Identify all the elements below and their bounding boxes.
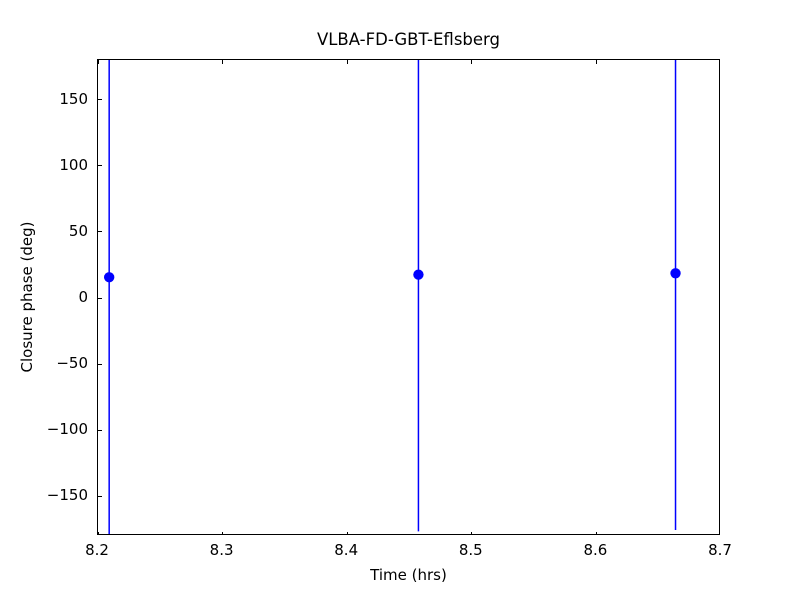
y-tick-mark bbox=[98, 99, 102, 101]
y-tick-label: 150 bbox=[59, 89, 88, 108]
plot-axes bbox=[97, 59, 720, 535]
y-tick-mark-right bbox=[719, 364, 720, 365]
x-tick-mark-top bbox=[98, 60, 99, 64]
x-tick-label: 8.3 bbox=[209, 541, 234, 559]
chart-title: VLBA-FD-GBT-Eflsberg bbox=[316, 30, 501, 49]
y-tick-label: 50 bbox=[68, 221, 88, 240]
x-tick-mark-top bbox=[471, 60, 473, 64]
y-tick-mark-right bbox=[719, 165, 720, 166]
x-axis-label: Time (hrs) bbox=[370, 566, 447, 584]
y-tick-mark bbox=[98, 165, 102, 167]
y-axis-label: Closure phase (deg) bbox=[18, 221, 36, 373]
data-point-marker bbox=[670, 268, 681, 279]
x-tick-label: 8.6 bbox=[583, 541, 608, 559]
x-tick-mark-top bbox=[222, 60, 224, 64]
y-tick-mark-right bbox=[719, 99, 720, 100]
x-tick-label: 8.4 bbox=[334, 541, 359, 559]
y-tick-label: 0 bbox=[78, 288, 88, 306]
x-tick-mark bbox=[98, 532, 99, 534]
x-tick-mark bbox=[595, 532, 597, 534]
y-tick-label: −50 bbox=[56, 354, 88, 373]
y-tick-mark-right bbox=[719, 298, 720, 299]
data-layer bbox=[103, 60, 681, 534]
data-point-marker bbox=[103, 272, 115, 283]
y-tick-mark bbox=[98, 495, 102, 497]
data-point-marker bbox=[413, 269, 424, 280]
x-tick-mark bbox=[346, 532, 348, 534]
x-tick-mark-top bbox=[346, 60, 348, 64]
x-tick-mark-top bbox=[595, 60, 597, 64]
y-tick-label: −150 bbox=[46, 486, 88, 505]
y-axis-tick-labels: −150 −100 −50 0 50 100 150 bbox=[0, 0, 88, 600]
y-tick-mark-right bbox=[719, 231, 720, 232]
x-tick-label: 8.7 bbox=[708, 541, 732, 559]
y-tick-label: −100 bbox=[46, 420, 88, 439]
y-tick-mark bbox=[98, 297, 102, 299]
y-tick-mark bbox=[98, 363, 102, 365]
y-tick-mark-right bbox=[719, 496, 720, 497]
y-tick-mark-right bbox=[719, 430, 720, 431]
x-tick-mark bbox=[222, 532, 224, 534]
y-tick-mark bbox=[98, 429, 102, 431]
x-tick-label: 8.2 bbox=[85, 541, 109, 559]
x-tick-label: 8.5 bbox=[458, 541, 483, 559]
y-tick-label: 100 bbox=[59, 155, 88, 174]
y-tick-mark bbox=[98, 231, 102, 233]
x-tick-mark bbox=[471, 532, 473, 534]
